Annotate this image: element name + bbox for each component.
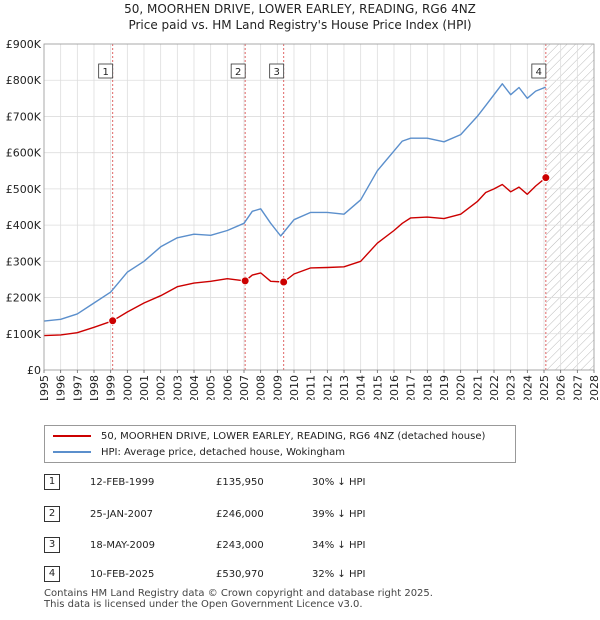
x-tick-label: 2023 [505,375,518,400]
x-tick-label: 2006 [221,375,234,400]
sale-label-box [98,63,114,79]
transaction-row: 3 18-MAY-2009 £243,000 34% ↓ HPI [44,537,564,555]
transaction-date: 12-FEB-1999 [90,477,155,488]
legend-hpi-label: HPI: Average price, detached house, Woki… [101,446,345,458]
x-tick-label: 2027 [571,375,584,400]
y-tick-label: £800K [6,74,42,87]
x-tick-label: 2010 [288,375,301,400]
y-tick-label: £0 [27,364,41,377]
x-tick-label: 2018 [421,375,434,400]
x-tick-label: 1995 [38,375,51,400]
x-tick-label: 2012 [321,375,334,400]
footer-licence: This data is licensed under the Open Gov… [44,599,363,610]
sale-label-number: 4 [536,67,542,78]
x-tick-label: 2016 [388,375,401,400]
transaction-row: 1 12-FEB-1999 £135,950 30% ↓ HPI [44,474,564,492]
transaction-price: £246,000 [216,509,264,520]
sale-labels: 1 2 3 4 [98,63,547,79]
y-tick-label: £400K [6,219,42,232]
y-tick-label: £600K [6,147,42,160]
transaction-number: 1 [44,474,60,490]
x-tick-label: 2022 [488,375,501,400]
y-tick-label: £500K [6,183,42,196]
transaction-price: £530,970 [216,569,264,580]
footer: Contains HM Land Registry data © Crown c… [44,588,433,610]
x-tick-label: 2014 [355,375,368,400]
sale-point [541,173,551,183]
transaction-hpi: 39% ↓ HPI [312,509,366,520]
x-tick-label: 2026 [555,375,568,400]
sale-label-box [269,63,285,79]
transaction-hpi: 32% ↓ HPI [312,569,366,580]
transaction-number: 2 [44,506,60,522]
sale-points [108,173,551,326]
x-tick-label: 2009 [271,375,284,400]
legend-item-property: 50, MOORHEN DRIVE, LOWER EARLEY, READING… [53,429,485,443]
sale-point [279,277,289,287]
x-tick-label: 2011 [305,375,318,400]
price-chart: 1 2 3 4 £0 £100K £200K £300K £400K £500K £600K £70… [6,38,600,400]
chart-subtitle: Price paid vs. HM Land Registry's House … [128,18,472,32]
x-tick-label: 2001 [138,375,151,400]
y-tick-label: £700K [6,110,42,123]
transaction-number: 3 [44,537,60,553]
x-tick-label: 2013 [338,375,351,400]
transaction-hpi: 30% ↓ HPI [312,477,366,488]
x-tick-label: 2003 [171,375,184,400]
sale-label-number: 2 [235,67,241,78]
y-tick-label: £300K [6,255,42,268]
sale-point [240,276,250,286]
transaction-price: £135,950 [216,477,264,488]
x-tick-label: 2028 [588,375,600,400]
transaction-date: 10-FEB-2025 [90,569,155,580]
x-tick-label: 2004 [188,375,201,400]
hpi-line [44,83,546,322]
legend-property-line [53,435,91,437]
legend-hpi-line [53,451,91,453]
transaction-hpi: 34% ↓ HPI [312,540,366,551]
x-tick-label: 2005 [205,375,218,400]
x-tick-label: 2008 [255,375,268,400]
x-tick-label: 2019 [438,375,451,400]
x-tick-label: 2007 [238,375,251,400]
x-tick-label: 2021 [471,375,484,400]
sale-label-box [230,63,246,79]
x-tick-label: 1999 [105,375,118,400]
series-lines [44,83,547,337]
y-tick-label: £100K [6,328,42,341]
transaction-date: 18-MAY-2009 [90,540,156,551]
transaction-price: £243,000 [216,540,264,551]
property-price-line [44,177,547,337]
y-tick-label: £200K [6,292,42,305]
x-tick-label: 2015 [371,375,384,400]
footer-copyright: Contains HM Land Registry data © Crown c… [44,588,433,599]
x-tick-label: 2000 [121,375,134,400]
sale-label-number: 1 [102,67,108,78]
x-tick-label: 1998 [88,375,101,400]
sale-point [108,316,118,326]
legend-item-hpi: HPI: Average price, detached house, Woki… [53,445,345,459]
x-tick-label: 2020 [455,375,468,400]
y-tick-label: £900K [6,38,42,51]
x-axis: 1995 1996 1997 1998 1999 2000 2001 2002 2003 2004… [38,370,600,400]
y-axis: £0 £100K £200K £300K £400K £500K £600K £700K £80… [6,38,42,377]
x-tick-label: 1997 [71,375,84,400]
transaction-row: 2 25-JAN-2007 £246,000 39% ↓ HPI [44,506,564,524]
x-tick-label: 2017 [405,375,418,400]
transaction-number: 4 [44,566,60,582]
future-region [545,44,594,370]
legend: 50, MOORHEN DRIVE, LOWER EARLEY, READING… [44,425,516,463]
plot-area [44,44,594,370]
x-tick-label: 2025 [538,375,551,400]
x-tick-label: 1996 [55,375,68,400]
x-tick-label: 2002 [155,375,168,400]
future-hatch-region [545,44,594,370]
sale-label-box [531,63,547,79]
chart-title: 50, MOORHEN DRIVE, LOWER EARLEY, READING… [124,2,476,16]
transaction-row: 4 10-FEB-2025 £530,970 32% ↓ HPI [44,566,564,584]
legend-property-label: 50, MOORHEN DRIVE, LOWER EARLEY, READING… [101,430,486,442]
sale-label-number: 3 [273,67,279,78]
x-tick-label: 2024 [521,375,534,400]
transaction-date: 25-JAN-2007 [90,509,154,520]
